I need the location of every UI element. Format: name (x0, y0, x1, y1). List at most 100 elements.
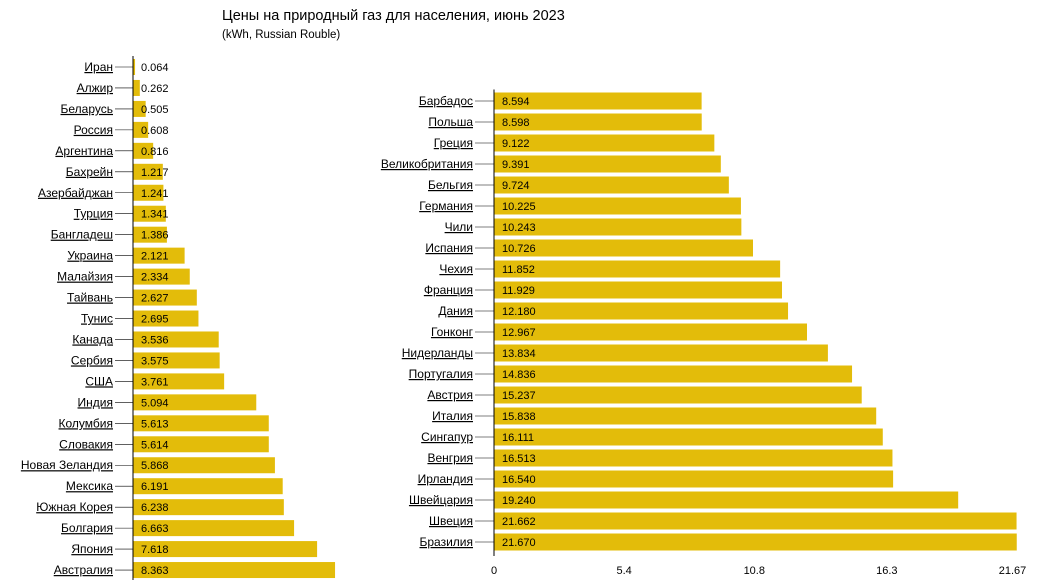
category-label[interactable]: Малайзия (57, 270, 113, 284)
x-tick-label: 10.8 (744, 565, 765, 577)
bar (133, 331, 219, 348)
bar (494, 113, 702, 131)
bar (494, 365, 853, 383)
data-label: 16.513 (502, 453, 536, 465)
category-label[interactable]: Сербия (71, 353, 113, 367)
category-label[interactable]: Франция (424, 283, 473, 297)
category-label[interactable]: Нидерланды (402, 346, 473, 360)
category-label[interactable]: Чехия (439, 262, 473, 276)
bar (494, 176, 729, 194)
data-label: 1.386 (141, 230, 169, 242)
category-label[interactable]: Великобритания (381, 157, 473, 171)
data-label: 2.627 (141, 293, 169, 305)
category-label[interactable]: Польша (428, 115, 473, 129)
bar (133, 310, 199, 327)
bar (133, 541, 318, 558)
category-label[interactable]: Колумбия (59, 416, 113, 430)
data-label: 21.662 (502, 516, 536, 528)
category-label[interactable]: Южная Корея (36, 500, 113, 514)
data-label: 0.608 (141, 125, 169, 137)
category-label[interactable]: Тунис (81, 312, 113, 326)
data-label: 10.225 (502, 201, 536, 213)
data-label: 5.094 (141, 397, 169, 409)
category-label[interactable]: Португалия (409, 367, 473, 381)
category-label[interactable]: Сингапур (421, 430, 473, 444)
bar (494, 491, 959, 509)
category-label[interactable]: Австралия (54, 563, 113, 577)
category-label[interactable]: Новая Зеландия (21, 458, 113, 472)
category-label[interactable]: Германия (419, 199, 473, 213)
category-label[interactable]: Россия (74, 123, 113, 137)
panel-2: Барбадос 8.594 Польша 8.598 Греция 9.122 Велик… (381, 89, 1017, 556)
category-label[interactable]: Бразилия (420, 535, 474, 549)
bar (133, 184, 164, 201)
category-label[interactable]: Мексика (66, 479, 113, 493)
data-label: 15.838 (502, 411, 536, 423)
bar (133, 415, 269, 432)
category-label[interactable]: Чили (445, 220, 473, 234)
bar (494, 512, 1017, 530)
bar (133, 247, 185, 264)
data-label: 5.614 (141, 439, 169, 451)
bar (133, 205, 166, 222)
bar (133, 268, 190, 285)
category-label[interactable]: Венгрия (427, 451, 473, 465)
category-label[interactable]: Гонконг (431, 325, 474, 339)
category-label[interactable]: Украина (67, 249, 113, 263)
data-label: 10.726 (502, 243, 536, 255)
data-label: 16.111 (502, 432, 534, 444)
category-label[interactable]: Индия (78, 395, 113, 409)
data-label: 0.816 (141, 146, 169, 158)
chart-title: Цены на природный газ для населения, июн… (222, 8, 565, 24)
bar (133, 352, 220, 369)
category-label[interactable]: Греция (434, 136, 473, 150)
category-label[interactable]: Болгария (61, 521, 113, 535)
category-label[interactable]: Италия (432, 409, 473, 423)
bar (133, 121, 149, 138)
data-label: 21.670 (502, 537, 536, 549)
category-label[interactable]: Иран (84, 60, 113, 74)
category-label[interactable]: Япония (71, 542, 113, 556)
data-label: 10.243 (502, 222, 536, 234)
x-tick-label: 21.67 (999, 565, 1027, 577)
bar (133, 436, 269, 453)
category-label[interactable]: Швейцария (409, 493, 473, 507)
category-label[interactable]: Алжир (77, 81, 114, 95)
data-label: 19.240 (502, 495, 536, 507)
category-label[interactable]: Словакия (59, 437, 113, 451)
data-label: 13.834 (502, 348, 536, 360)
bar (133, 163, 163, 180)
data-label: 3.536 (141, 334, 169, 346)
category-label[interactable]: Барбадос (419, 94, 473, 108)
data-label: 9.724 (502, 180, 530, 192)
bar (133, 373, 225, 390)
category-label[interactable]: Турция (74, 207, 113, 221)
bar (133, 520, 295, 537)
category-label[interactable]: Канада (72, 332, 113, 346)
category-label[interactable]: Аргентина (55, 144, 113, 158)
bar (494, 155, 721, 173)
category-label[interactable]: Австрия (427, 388, 473, 402)
category-label[interactable]: Тайвань (67, 291, 113, 305)
bar (494, 470, 894, 488)
category-label[interactable]: Бельгия (428, 178, 473, 192)
category-label[interactable]: Беларусь (61, 102, 113, 116)
bar (494, 386, 862, 404)
category-label[interactable]: Испания (425, 241, 473, 255)
bar (494, 449, 893, 467)
x-tick-label: 5.4 (616, 565, 631, 577)
category-label[interactable]: Швеция (429, 514, 473, 528)
data-label: 2.334 (141, 272, 169, 284)
x-tick-label: 0 (491, 565, 497, 577)
x-tick-label: 16.3 (876, 565, 897, 577)
category-label[interactable]: США (85, 374, 113, 388)
data-label: 3.761 (141, 376, 169, 388)
category-label[interactable]: Дания (438, 304, 473, 318)
bar (494, 260, 781, 278)
bar (494, 344, 828, 362)
category-label[interactable]: Бахрейн (66, 165, 113, 179)
category-label[interactable]: Азербайджан (38, 186, 113, 200)
category-label[interactable]: Бангладеш (51, 228, 113, 242)
category-label[interactable]: Ирландия (418, 472, 473, 486)
